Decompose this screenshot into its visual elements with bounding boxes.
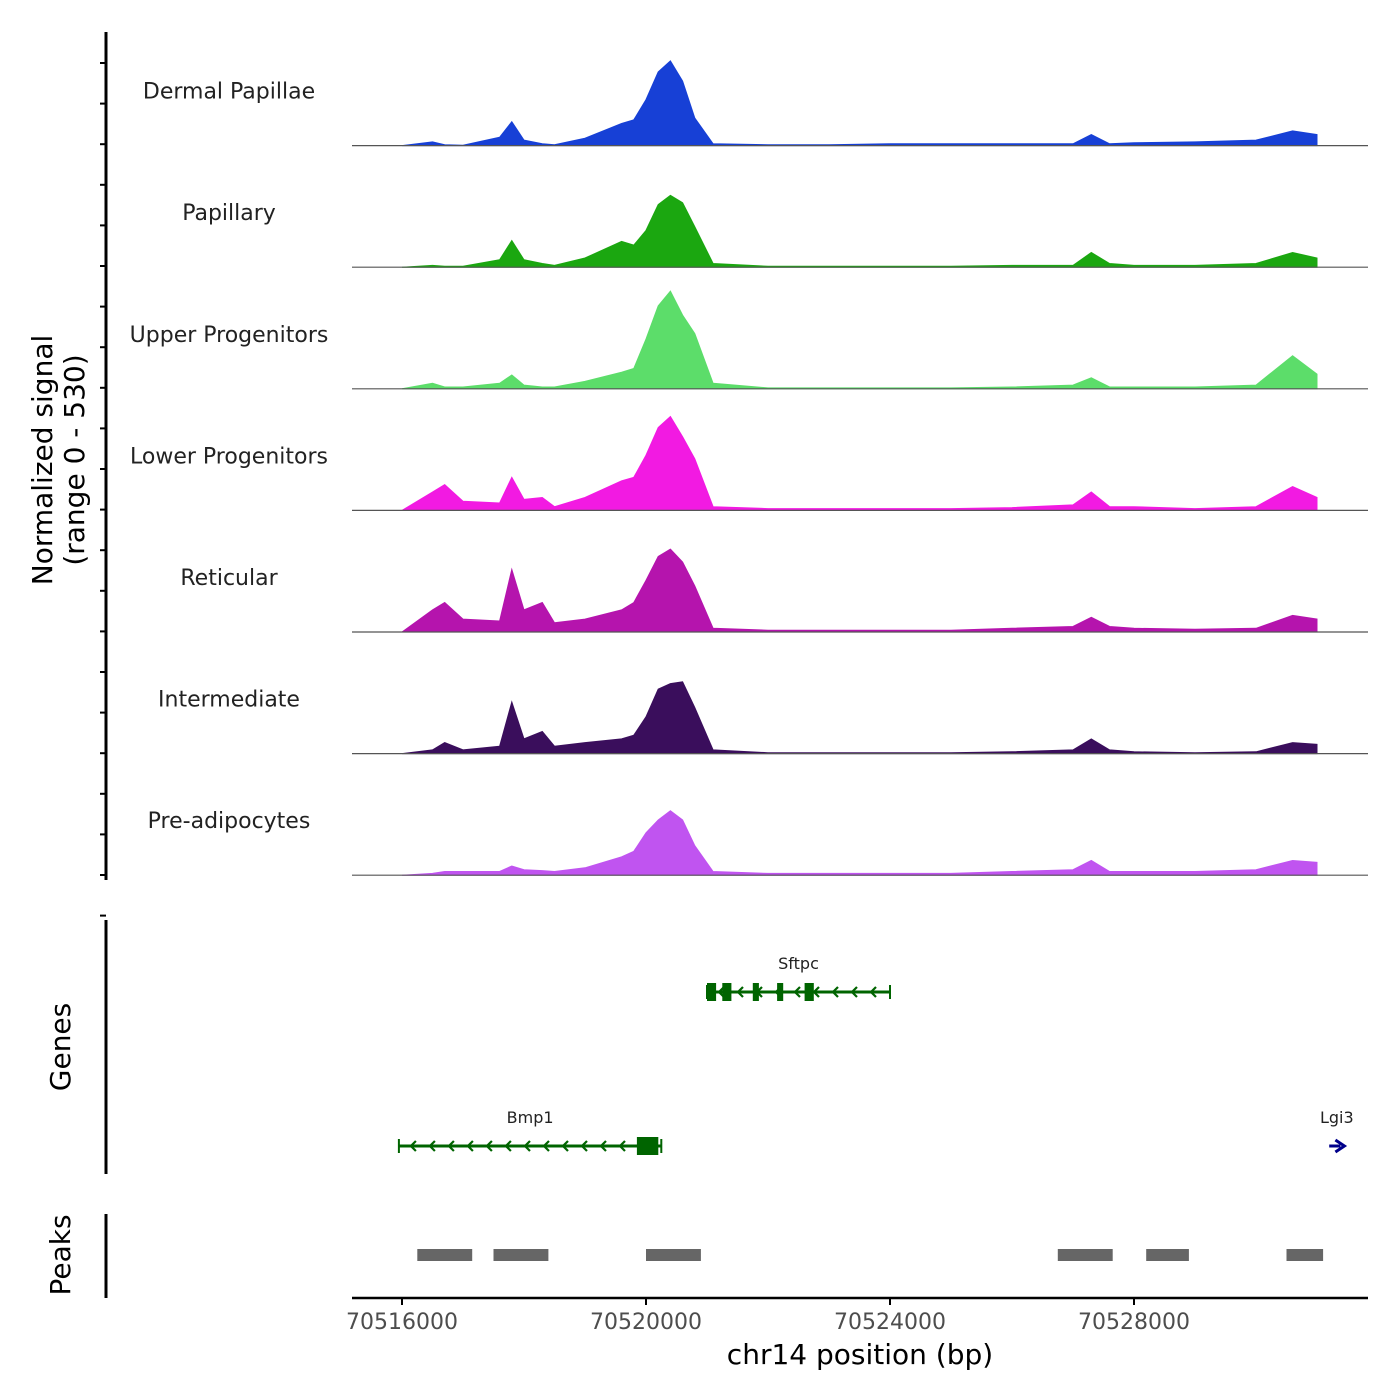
peak-region [417,1249,473,1261]
peak-region [1057,1249,1113,1261]
x-tick-label: 70524000 [834,1310,946,1335]
strand-arrow [542,1140,550,1152]
x-axis: chr14 position (bp) 70516000 70520000 7052… [346,1296,1368,1371]
peak-region [646,1249,701,1261]
gene-bmp1: Bmp1 [397,1108,663,1155]
signal-area [401,681,1318,755]
track-upper-progenitors: Upper Progenitors [130,290,1368,390]
gene-sftpc: Sftpc [706,954,891,1001]
signal-tracks: Dermal Papillae Papillary Upper Progenitor… [130,60,1368,876]
strand-arrow [812,986,820,998]
gene-label: Lgi3 [1320,1108,1354,1127]
strand-arrow [618,1140,626,1152]
strand-arrow [850,986,858,998]
track-label: Intermediate [158,688,300,713]
exon-block [722,983,732,1001]
strand-arrow [428,1140,436,1152]
gene-lgi3: Lgi3 [1320,1108,1354,1154]
exon-block [777,983,784,1001]
strand-arrow [1334,1138,1348,1154]
signal-area [401,194,1318,268]
strand-arrow [831,986,839,998]
strand-arrow [869,986,877,998]
x-axis-title: chr14 position (bp) [727,1338,993,1371]
track-label: Papillary [182,201,276,226]
signal-area [400,415,1318,511]
track-pre-adipocytes: Pre-adipocytes [148,809,1368,876]
exon-block [707,983,717,1001]
ylabel-line-2: (range 0 - 530) [58,354,91,565]
strand-arrow [447,1140,455,1152]
strand-arrow [599,1140,607,1152]
strand-arrow [485,1140,493,1152]
strand-arrow [523,1140,531,1152]
signal-y-axis-title: Normalized signal (range 0 - 530) [26,335,91,586]
peaks-panel-title: Peaks [44,1214,77,1295]
signal-area [401,60,1318,147]
track-label: Lower Progenitors [130,444,328,469]
strand-arrow [466,1140,474,1152]
strand-arrow [736,986,744,998]
gene-label: Bmp1 [507,1108,554,1127]
strand-arrow [409,1140,417,1152]
exon-block [752,983,759,1001]
exon-block [804,983,814,1001]
track-intermediate: Intermediate [158,681,1368,755]
strand-arrow [561,1140,569,1152]
signal-area [401,810,1318,876]
gene-label: Sftpc [778,954,819,973]
strand-arrow [793,986,801,998]
peak-region [493,1249,549,1261]
signal-area [401,290,1318,390]
signal-area [400,548,1318,633]
peak-region [1286,1249,1324,1261]
ylabel-line-1: Normalized signal [26,335,59,586]
track-label: Dermal Papillae [143,80,315,105]
genes-panel-title: Genes [44,1003,77,1091]
genes-panel: Genes Sftpc Bmp1 Lgi3 [44,920,1354,1174]
track-label: Upper Progenitors [130,323,329,348]
track-label: Reticular [180,566,278,591]
signal-y-axis [100,32,108,917]
track-reticular: Reticular [180,548,1368,633]
x-tick-label: 70520000 [590,1310,702,1335]
peaks-panel: Peaks [44,1214,1324,1298]
track-label: Pre-adipocytes [148,809,311,834]
strand-arrow [580,1140,588,1152]
track-dermal-papillae: Dermal Papillae [143,60,1368,147]
track-papillary: Papillary [182,194,1368,268]
x-tick-label: 70516000 [346,1310,458,1335]
strand-arrow [504,1140,512,1152]
exon-block [636,1137,659,1155]
x-tick-label: 70528000 [1078,1310,1190,1335]
peak-region [1146,1249,1189,1261]
track-lower-progenitors: Lower Progenitors [130,415,1368,511]
